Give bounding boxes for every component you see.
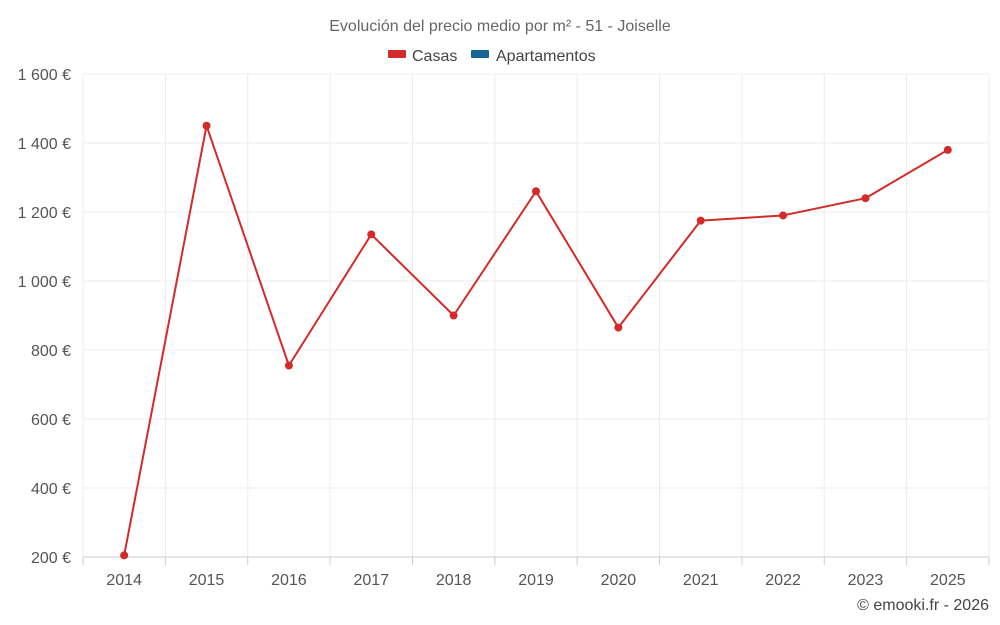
x-tick-label: 2023	[848, 572, 884, 589]
data-point-casas[interactable]	[284, 361, 293, 370]
data-point-casas[interactable]	[532, 187, 540, 196]
x-axis: 2014 2015 2016 2017 2018 2019 2020 2021 2022 2023…	[82, 556, 990, 589]
x-tick-label: 2018	[436, 572, 472, 589]
y-tick-label: 1 000 €	[18, 274, 71, 291]
data-point-casas[interactable]	[779, 211, 788, 220]
x-tick-label: 2025	[930, 572, 966, 589]
legend: Casas Apartamentos	[388, 48, 596, 65]
data-point-casas[interactable]	[449, 311, 458, 320]
x-tick-label: 2016	[271, 572, 307, 589]
x-tick-label: 2014	[106, 572, 142, 589]
legend-swatch-apartamentos	[471, 50, 489, 58]
data-point-casas[interactable]	[367, 230, 376, 239]
legend-item-apartamentos[interactable]: Apartamentos	[471, 48, 596, 65]
x-tick-label: 2022	[765, 572, 801, 589]
legend-item-casas[interactable]: Casas	[388, 48, 457, 65]
y-tick-label: 1 400 €	[18, 136, 71, 153]
y-tick-label: 400 €	[31, 481, 71, 498]
y-tick-label: 800 €	[31, 343, 71, 360]
grid	[82, 73, 990, 558]
y-axis: 200 € 400 € 600 € 800 € 1 000 € 1 200 € 1 400 …	[18, 67, 71, 567]
x-tick-label: 2015	[189, 572, 225, 589]
data-point-casas[interactable]	[943, 145, 952, 154]
data-point-casas[interactable]	[120, 551, 129, 560]
legend-label-casas: Casas	[412, 48, 457, 65]
data-point-casas[interactable]	[696, 216, 705, 225]
data-point-casas[interactable]	[614, 323, 623, 332]
legend-swatch-casas	[388, 50, 406, 58]
credit-label: © emooki.fr - 2026	[857, 597, 989, 614]
legend-label-apartamentos: Apartamentos	[496, 48, 596, 65]
data-point-casas[interactable]	[861, 194, 870, 203]
y-tick-label: 1 600 €	[18, 67, 71, 84]
chart-title: Evolución del precio medio por m² - 51 -…	[329, 18, 671, 35]
x-tick-label: 2020	[601, 572, 637, 589]
x-tick-label: 2021	[683, 572, 719, 589]
x-tick-label: 2019	[518, 572, 554, 589]
series-layer	[120, 121, 952, 560]
x-tick-label: 2017	[353, 572, 389, 589]
y-tick-label: 600 €	[31, 412, 71, 429]
data-point-casas[interactable]	[202, 121, 211, 130]
y-tick-label: 200 €	[31, 550, 71, 567]
y-tick-label: 1 200 €	[18, 205, 71, 222]
